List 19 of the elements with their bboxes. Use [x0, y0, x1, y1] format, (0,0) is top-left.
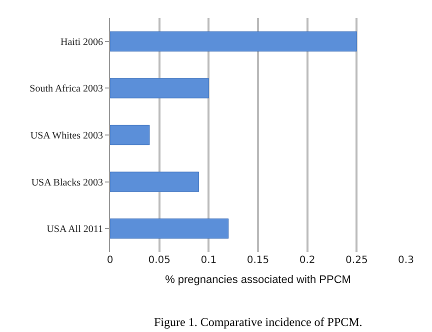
x-tick-label: 0.1 [200, 255, 217, 266]
x-axis-title: % pregnancies associated with PPCM [165, 274, 351, 286]
bar [110, 78, 209, 98]
x-tick-label: 0.3 [398, 255, 414, 266]
y-tick-label: South Africa 2003 [30, 84, 103, 95]
y-tick-label: USA Blacks 2003 [31, 177, 103, 188]
bar [110, 124, 150, 146]
bar [110, 218, 229, 239]
y-tick-label: USA Whites 2003 [30, 130, 103, 142]
x-tick-label: 0.05 [148, 255, 170, 266]
y-tick-label: USA All 2011 [46, 224, 103, 236]
x-tick-label: 0.2 [299, 255, 316, 266]
x-tick-label: 0.25 [346, 255, 368, 266]
x-tick-label: 0 [106, 255, 114, 266]
bar [110, 172, 200, 192]
y-tick-label: Haiti 2006 [60, 36, 103, 48]
bar [110, 31, 357, 52]
caption: Figure 1. Comparative incidence of PPCM. [154, 315, 362, 329]
x-tick-label: 0.15 [246, 255, 270, 266]
